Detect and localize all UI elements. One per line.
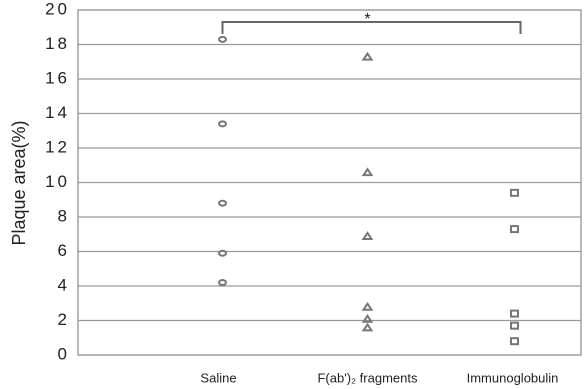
x-tick-label: Saline xyxy=(200,370,236,385)
y-tick-label: 0 xyxy=(58,344,70,363)
y-tick-label: 12 xyxy=(45,137,70,156)
data-point xyxy=(361,51,374,61)
data-point xyxy=(218,279,227,287)
data-point xyxy=(361,167,374,177)
x-tick-label: Immunoglobulin xyxy=(467,370,559,385)
data-point xyxy=(218,199,227,207)
data-point xyxy=(510,337,519,346)
y-axis-label: Plaque area(%) xyxy=(9,120,29,245)
significance-label: * xyxy=(364,11,370,28)
y-tick-label: 20 xyxy=(45,0,70,18)
x-tick-label: F(ab')₂ fragments xyxy=(317,370,418,385)
data-point xyxy=(361,313,374,323)
y-tick-label: 2 xyxy=(58,310,70,329)
y-tick-label: 14 xyxy=(45,103,70,122)
data-point xyxy=(361,301,374,311)
data-point xyxy=(510,225,519,234)
data-point xyxy=(361,231,374,240)
data-point xyxy=(218,35,227,43)
y-tick-label: 18 xyxy=(45,34,70,53)
y-tick-label: 4 xyxy=(58,275,70,294)
y-tick-label: 8 xyxy=(58,206,70,225)
data-point xyxy=(218,120,227,128)
y-tick-label: 10 xyxy=(45,172,70,191)
data-point xyxy=(361,322,374,332)
significance-bracket xyxy=(221,21,522,34)
data-point xyxy=(218,249,227,257)
y-tick-label: 6 xyxy=(58,241,70,260)
y-tick-label: 16 xyxy=(45,68,70,87)
data-point xyxy=(510,188,519,197)
data-point xyxy=(510,309,519,318)
data-point xyxy=(510,321,519,330)
